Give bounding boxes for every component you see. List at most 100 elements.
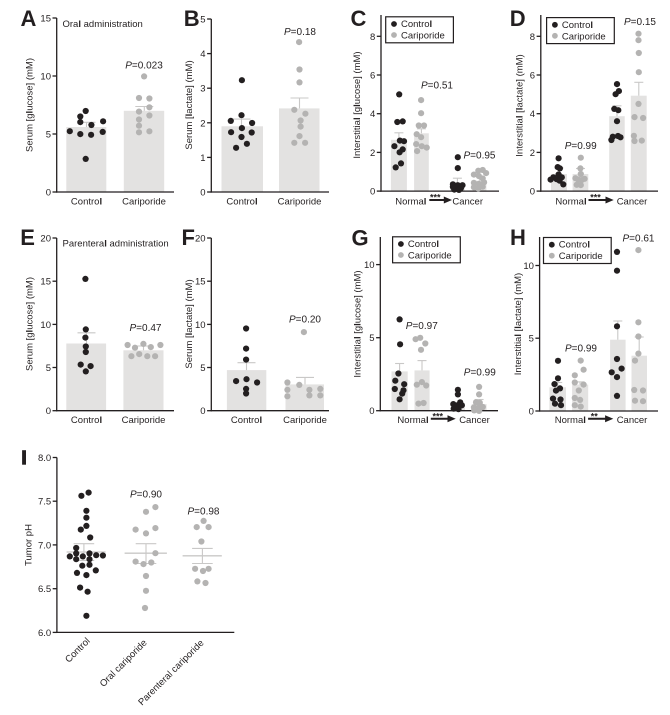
svg-text:5: 5 — [200, 363, 205, 374]
svg-text:***: *** — [433, 411, 444, 421]
svg-text:6: 6 — [370, 71, 375, 82]
svg-text:C: C — [351, 6, 367, 31]
svg-text:Cancer: Cancer — [452, 197, 483, 208]
svg-text:P=0.15: P=0.15 — [624, 17, 656, 28]
svg-text:0: 0 — [529, 407, 534, 418]
svg-text:4: 4 — [200, 49, 205, 60]
svg-text:0: 0 — [369, 406, 374, 417]
svg-text:Control: Control — [71, 197, 102, 208]
svg-text:15: 15 — [40, 14, 51, 25]
svg-text:P=0.99: P=0.99 — [464, 368, 496, 379]
svg-text:P=0.61: P=0.61 — [623, 233, 655, 244]
svg-text:2: 2 — [200, 118, 205, 129]
svg-text:5: 5 — [369, 333, 374, 344]
svg-text:4: 4 — [530, 109, 535, 120]
svg-text:5: 5 — [529, 334, 534, 345]
svg-text:15: 15 — [195, 277, 206, 288]
svg-text:10: 10 — [40, 320, 51, 331]
svg-text:8: 8 — [530, 32, 535, 43]
svg-text:Serum [glucose] (mM): Serum [glucose] (mM) — [25, 58, 36, 152]
svg-text:A: A — [21, 6, 37, 31]
svg-text:Cariporide: Cariporide — [283, 415, 327, 426]
svg-text:Serum [lactate] (mM): Serum [lactate] (mM) — [184, 279, 195, 368]
svg-text:P=0.98: P=0.98 — [188, 507, 220, 518]
svg-text:Cancer: Cancer — [617, 197, 648, 208]
svg-text:P=0.18: P=0.18 — [284, 27, 316, 38]
svg-text:P=0.95: P=0.95 — [464, 151, 496, 162]
svg-text:Control: Control — [408, 239, 439, 250]
svg-text:10: 10 — [195, 320, 206, 331]
svg-text:Control: Control — [401, 19, 432, 30]
svg-text:Cariporide: Cariporide — [278, 197, 322, 208]
svg-text:3: 3 — [200, 84, 205, 95]
svg-text:0: 0 — [370, 187, 375, 198]
svg-text:P=0.20: P=0.20 — [289, 315, 321, 326]
svg-text:Interstitial [glucose] (mM): Interstitial [glucose] (mM) — [353, 270, 364, 377]
svg-text:Control: Control — [562, 20, 593, 31]
svg-text:Interstitial [lactate] (mM): Interstitial [lactate] (mM) — [514, 54, 525, 156]
svg-text:Normal: Normal — [555, 197, 586, 208]
svg-text:1: 1 — [200, 153, 205, 164]
svg-text:0: 0 — [530, 187, 535, 198]
svg-text:Normal: Normal — [397, 415, 428, 426]
svg-text:H: H — [510, 225, 526, 250]
svg-text:P=0.99: P=0.99 — [565, 344, 597, 355]
svg-text:Tumor pH: Tumor pH — [24, 524, 35, 566]
svg-text:***: *** — [430, 193, 441, 203]
svg-text:Cariporide: Cariporide — [122, 415, 166, 426]
svg-text:Interstitial [lactate] (mM): Interstitial [lactate] (mM) — [513, 273, 524, 375]
svg-text:Control: Control — [559, 240, 590, 251]
svg-text:10: 10 — [364, 260, 375, 271]
svg-text:D: D — [510, 6, 526, 31]
svg-text:20: 20 — [195, 234, 206, 245]
svg-text:Cancer: Cancer — [459, 415, 490, 426]
svg-text:P=0.90: P=0.90 — [130, 490, 162, 501]
svg-text:Cariporide: Cariporide — [562, 31, 606, 42]
svg-text:15: 15 — [40, 277, 51, 288]
svg-text:20: 20 — [40, 234, 51, 245]
svg-text:Cariporide: Cariporide — [559, 251, 603, 262]
svg-text:8: 8 — [370, 32, 375, 43]
svg-text:Normal: Normal — [555, 415, 586, 426]
svg-text:**: ** — [591, 411, 599, 421]
svg-text:Parenteral administration: Parenteral administration — [63, 239, 169, 250]
svg-text:Cariporide: Cariporide — [122, 197, 166, 208]
svg-text:P=0.99: P=0.99 — [565, 141, 597, 152]
svg-text:6.0: 6.0 — [38, 628, 51, 639]
svg-text:2: 2 — [370, 148, 375, 159]
svg-text:Serum [lactate] (mM): Serum [lactate] (mM) — [184, 60, 195, 149]
svg-text:***: *** — [590, 193, 601, 203]
svg-text:P=0.51: P=0.51 — [421, 81, 453, 92]
svg-text:10: 10 — [40, 72, 51, 83]
svg-text:6: 6 — [530, 71, 535, 82]
svg-text:F: F — [182, 225, 195, 250]
svg-text:5: 5 — [46, 130, 51, 141]
svg-text:0: 0 — [46, 406, 51, 417]
svg-text:0: 0 — [46, 188, 51, 199]
svg-text:Normal: Normal — [395, 197, 426, 208]
svg-text:Control: Control — [231, 415, 262, 426]
svg-text:P=0.97: P=0.97 — [406, 321, 438, 332]
svg-text:Control: Control — [71, 415, 102, 426]
svg-text:G: G — [352, 226, 369, 251]
svg-text:Interstitial [glucose] (mM): Interstitial [glucose] (mM) — [352, 51, 363, 158]
svg-text:8.0: 8.0 — [38, 453, 51, 464]
svg-text:7.5: 7.5 — [38, 497, 51, 508]
svg-text:P=0.023: P=0.023 — [125, 60, 163, 71]
svg-text:Cariporide: Cariporide — [408, 251, 452, 262]
svg-text:4: 4 — [370, 109, 375, 120]
svg-text:0: 0 — [200, 188, 205, 199]
svg-text:P=0.47: P=0.47 — [130, 323, 162, 334]
svg-text:Control: Control — [226, 197, 257, 208]
svg-text:Cariporide: Cariporide — [401, 31, 445, 42]
svg-text:2: 2 — [530, 148, 535, 159]
svg-text:5: 5 — [200, 15, 205, 26]
svg-text:E: E — [20, 225, 35, 250]
svg-text:Oral administration: Oral administration — [63, 19, 143, 30]
svg-text:Serum [glucose] (mM): Serum [glucose] (mM) — [25, 277, 36, 371]
svg-text:7.0: 7.0 — [38, 540, 51, 551]
svg-text:6.5: 6.5 — [38, 584, 51, 595]
svg-text:Cancer: Cancer — [617, 415, 648, 426]
svg-text:5: 5 — [46, 363, 51, 374]
svg-text:0: 0 — [200, 406, 205, 417]
